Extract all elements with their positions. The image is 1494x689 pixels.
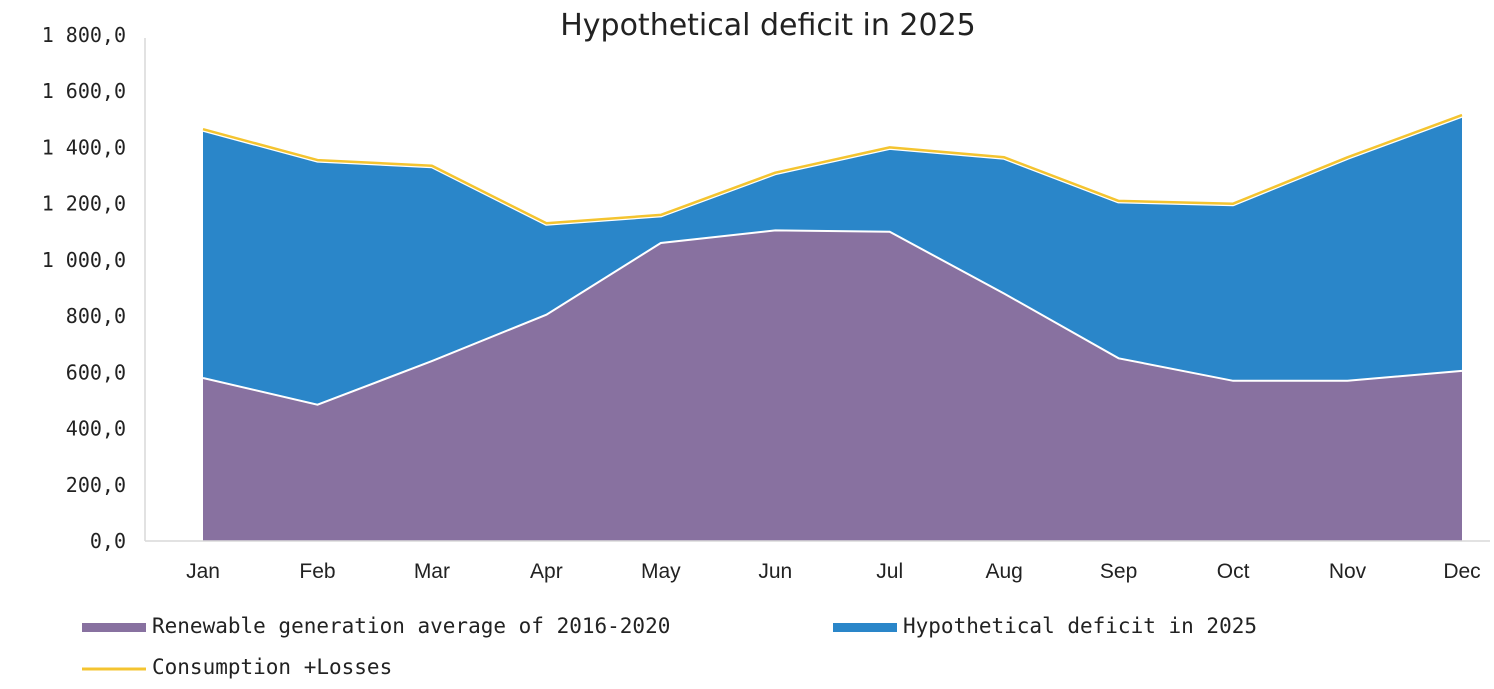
y-tick-label: 1 400,0 bbox=[42, 135, 126, 159]
legend-item-renewable: Renewable generation average of 2016-202… bbox=[82, 614, 670, 638]
legend-item-deficit: Hypothetical deficit in 2025 bbox=[833, 614, 1257, 638]
y-tick-label: 200,0 bbox=[66, 473, 126, 497]
y-tick-label: 0,0 bbox=[90, 529, 126, 553]
y-tick-label: 1 800,0 bbox=[42, 23, 126, 47]
x-tick-label: Oct bbox=[1217, 560, 1250, 583]
y-tick-label: 1 200,0 bbox=[42, 192, 126, 216]
legend: Renewable generation average of 2016-202… bbox=[82, 614, 1257, 679]
legend-swatch bbox=[833, 623, 897, 632]
chart-title: Hypothetical deficit in 2025 bbox=[560, 8, 976, 43]
x-tick-label: Mar bbox=[414, 560, 450, 583]
y-tick-label: 1 000,0 bbox=[42, 248, 126, 272]
x-tick-label: Jul bbox=[876, 560, 903, 583]
x-tick-label: Jan bbox=[186, 560, 220, 583]
legend-label: Hypothetical deficit in 2025 bbox=[903, 614, 1257, 638]
y-tick-label: 600,0 bbox=[66, 360, 126, 384]
axes bbox=[144, 38, 1490, 542]
x-tick-label: Jun bbox=[758, 560, 792, 583]
series-boundary-line bbox=[202, 229, 1463, 406]
x-axis-ticks: Jan Feb Mar Apr May Jun Jul Aug Sep Oct Nov Dec bbox=[186, 560, 1481, 583]
x-tick-label: Dec bbox=[1443, 560, 1480, 583]
x-tick-label: Sep bbox=[1100, 560, 1137, 583]
series-area-deficit bbox=[203, 115, 1462, 405]
series-line-consumption bbox=[202, 113, 1463, 225]
x-tick-label: Apr bbox=[530, 560, 563, 583]
y-tick-label: 1 600,0 bbox=[42, 79, 126, 103]
x-tick-label: Feb bbox=[299, 560, 335, 583]
x-tick-label: Aug bbox=[986, 560, 1023, 583]
x-tick-label: May bbox=[641, 560, 681, 583]
y-axis-ticks: 0,0 200,0 400,0 600,0 800,0 1 000,0 1 200,0 1 4… bbox=[42, 23, 126, 553]
plot-area bbox=[202, 112, 1463, 541]
y-tick-label: 800,0 bbox=[66, 304, 126, 328]
series-area-renewable bbox=[203, 230, 1462, 541]
legend-label: Renewable generation average of 2016-202… bbox=[152, 614, 670, 638]
legend-item-consumption: Consumption +Losses bbox=[82, 655, 392, 679]
y-tick-label: 400,0 bbox=[66, 417, 126, 441]
legend-swatch bbox=[82, 623, 146, 632]
legend-label: Consumption +Losses bbox=[152, 655, 392, 679]
x-tick-label: Nov bbox=[1329, 560, 1367, 583]
